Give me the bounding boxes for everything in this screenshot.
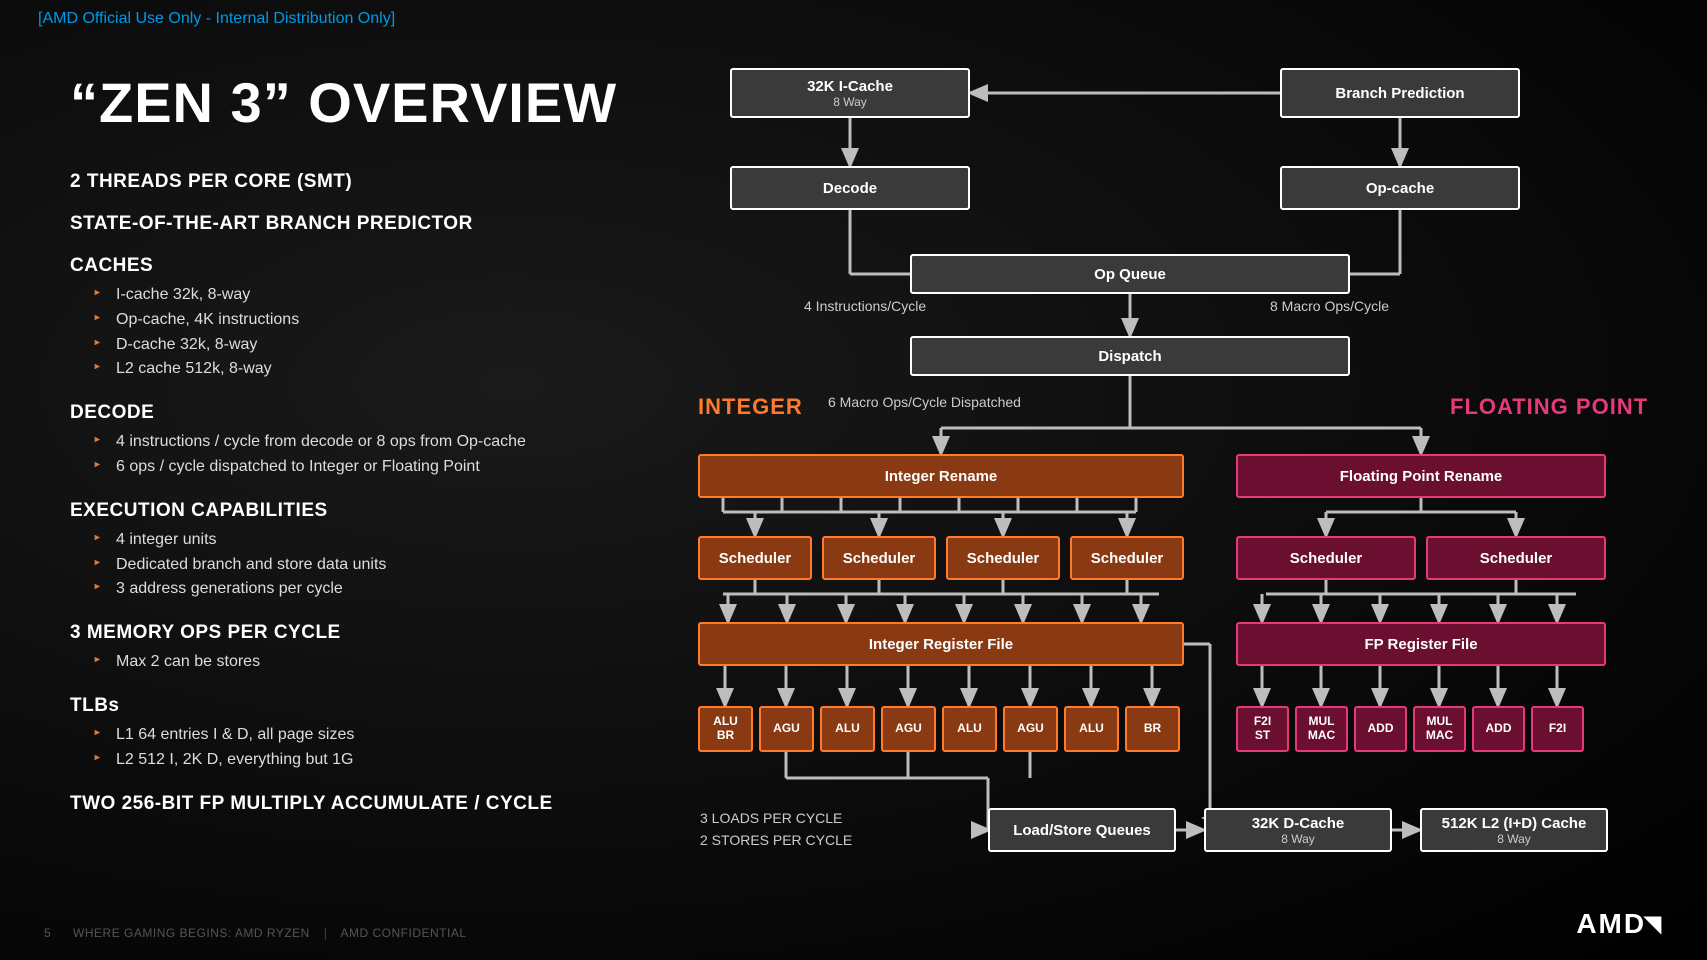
bullet-item: 6 ops / cycle dispatched to Integer or F… [116, 455, 660, 480]
section-head: 2 THREADS PER CORE (SMT) [70, 171, 660, 193]
int-unit: BR [1125, 706, 1180, 752]
annotation-macro_ops: 8 Macro Ops/Cycle [1270, 298, 1389, 314]
node-int-scheduler-2: Scheduler [946, 536, 1060, 580]
node-branchp: Branch Prediction [1280, 68, 1520, 118]
node-lsq: Load/Store Queues [988, 808, 1176, 852]
bullet-item: Op-cache, 4K instructions [116, 308, 660, 333]
section-head: DECODE [70, 402, 660, 424]
node-l2: 512K L2 (I+D) Cache8 Way [1420, 808, 1608, 852]
section-head: 3 MEMORY OPS PER CYCLE [70, 622, 660, 644]
node-int-scheduler-3: Scheduler [1070, 536, 1184, 580]
page-number: 5 [44, 926, 51, 940]
bullet-item: 4 integer units [116, 528, 660, 553]
int-unit: ALU [1064, 706, 1119, 752]
footer-text-2: AMD CONFIDENTIAL [340, 926, 466, 940]
int-unit: AGU [881, 706, 936, 752]
bullet-item: Max 2 can be stores [116, 650, 660, 675]
node-fpregfile: FP Register File [1236, 622, 1606, 666]
slide-title: “ZEN 3” OVERVIEW [70, 70, 660, 135]
section-bullets: 4 integer unitsDedicated branch and stor… [116, 528, 660, 602]
int-unit: ALUBR [698, 706, 753, 752]
integer-units-row: ALUBRAGUALUAGUALUAGUALUBR [698, 706, 1180, 752]
section-head: EXECUTION CAPABILITIES [70, 500, 660, 522]
node-opqueue: Op Queue [910, 254, 1350, 294]
fp-unit: ADD [1354, 706, 1407, 752]
bullet-item: 3 address generations per cycle [116, 577, 660, 602]
fp-unit: MULMAC [1295, 706, 1348, 752]
fp-units-row: F2ISTMULMACADDMULMACADDF2I [1236, 706, 1584, 752]
node-fprename: Floating Point Rename [1236, 454, 1606, 498]
node-dcache: 32K D-Cache8 Way [1204, 808, 1392, 852]
bullet-item: L2 cache 512k, 8-way [116, 357, 660, 382]
fp-unit: ADD [1472, 706, 1525, 752]
section-head: CACHES [70, 255, 660, 277]
section-bullets: L1 64 entries I & D, all page sizesL2 51… [116, 723, 660, 773]
section-bullets: Max 2 can be stores [116, 650, 660, 675]
amd-logo: AMD◥ [1576, 908, 1663, 940]
fp-unit: MULMAC [1413, 706, 1466, 752]
fp-section-label: FLOATING POINT [1450, 394, 1648, 420]
int-unit: ALU [942, 706, 997, 752]
annotation-dispatched: 6 Macro Ops/Cycle Dispatched [828, 394, 1021, 410]
node-decode: Decode [730, 166, 970, 210]
node-int-scheduler-0: Scheduler [698, 536, 812, 580]
node-irename: Integer Rename [698, 454, 1184, 498]
fp-unit: F2I [1531, 706, 1584, 752]
node-fp-scheduler-0: Scheduler [1236, 536, 1416, 580]
section-head: TLBs [70, 695, 660, 717]
bullet-item: I-cache 32k, 8-way [116, 283, 660, 308]
bullet-item: L2 512 I, 2K D, everything but 1G [116, 748, 660, 773]
footer: 5 WHERE GAMING BEGINS: AMD RYZEN | AMD C… [44, 926, 467, 940]
section-bullets: I-cache 32k, 8-wayOp-cache, 4K instructi… [116, 283, 660, 382]
bullet-item: Dedicated branch and store data units [116, 553, 660, 578]
annotation-stores: 2 STORES PER CYCLE [700, 832, 852, 848]
section-head: TWO 256-BIT FP MULTIPLY ACCUMULATE / CYC… [70, 793, 660, 815]
node-icache: 32K I-Cache8 Way [730, 68, 970, 118]
bullet-item: D-cache 32k, 8-way [116, 333, 660, 358]
footer-separator: | [324, 926, 328, 940]
integer-section-label: INTEGER [698, 394, 803, 420]
node-opcache: Op-cache [1280, 166, 1520, 210]
annotation-loads: 3 LOADS PER CYCLE [700, 810, 842, 826]
bullet-item: L1 64 entries I & D, all page sizes [116, 723, 660, 748]
footer-text-1: WHERE GAMING BEGINS: AMD RYZEN [73, 926, 310, 940]
left-column: “ZEN 3” OVERVIEW 2 THREADS PER CORE (SMT… [70, 70, 660, 821]
annotation-inst_cycle: 4 Instructions/Cycle [804, 298, 926, 314]
int-unit: ALU [820, 706, 875, 752]
node-iregfile: Integer Register File [698, 622, 1184, 666]
section-bullets: 4 instructions / cycle from decode or 8 … [116, 430, 660, 480]
node-fp-scheduler-1: Scheduler [1426, 536, 1606, 580]
section-head: STATE-OF-THE-ART BRANCH PREDICTOR [70, 213, 660, 235]
node-int-scheduler-1: Scheduler [822, 536, 936, 580]
node-dispatch: Dispatch [910, 336, 1350, 376]
fp-unit: F2IST [1236, 706, 1289, 752]
int-unit: AGU [759, 706, 814, 752]
bullet-item: 4 instructions / cycle from decode or 8 … [116, 430, 660, 455]
confidentiality-banner: [AMD Official Use Only - Internal Distri… [38, 10, 395, 28]
int-unit: AGU [1003, 706, 1058, 752]
architecture-diagram: 32K I-Cache8 Way Branch Prediction Decode O… [680, 58, 1670, 918]
